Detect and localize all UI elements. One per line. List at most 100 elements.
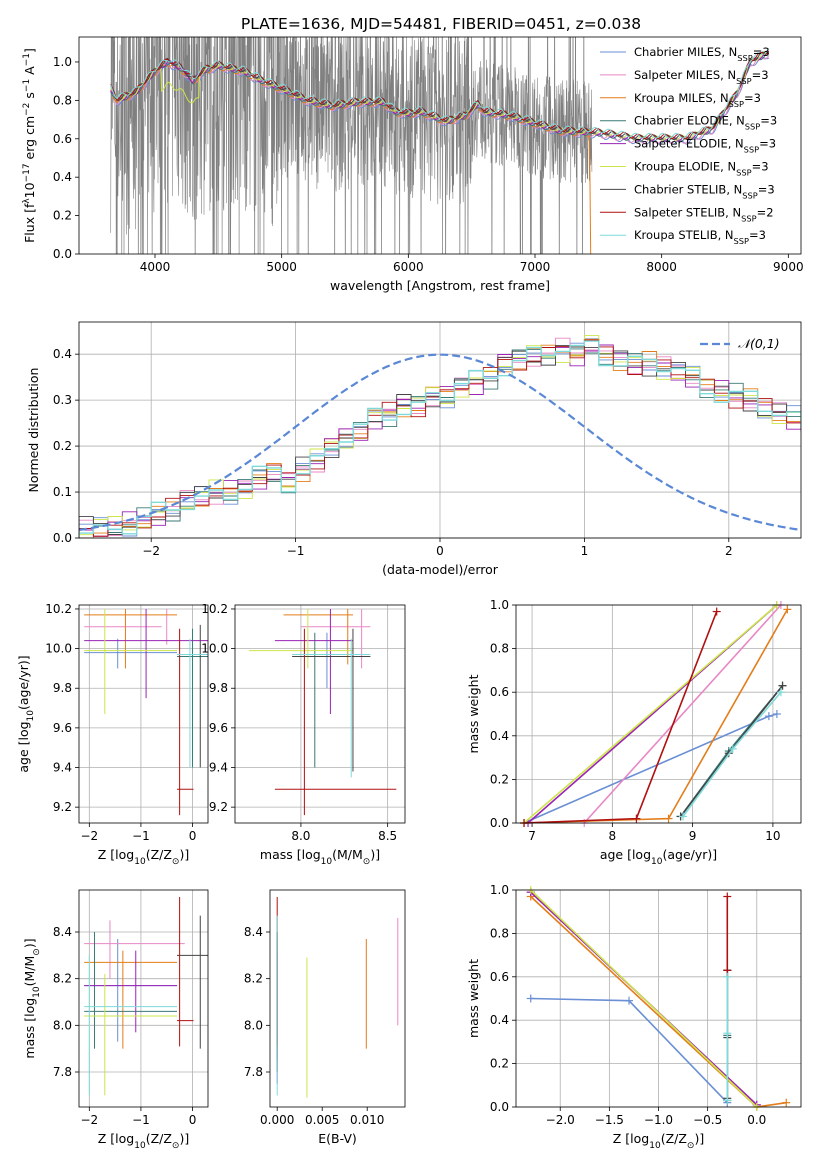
plus-marker: [526, 994, 535, 1003]
legend-entry: Kroupa STELIB, NSSP=3: [634, 228, 766, 246]
x-axis-label: Z [log10(Z/Z⊙)]: [98, 1131, 189, 1151]
y-tick-label: 0.2: [490, 1057, 509, 1071]
figure-title: PLATE=1636, MJD=54481, FIBERID=0451, z=0…: [241, 15, 641, 33]
errorbar-point: [84, 608, 178, 714]
x-tick-label: 1: [581, 544, 589, 558]
plus-marker: [678, 812, 687, 821]
legend-entry: Salpeter ELODIE, NSSP=3: [634, 137, 776, 155]
errorbar-point: [274, 628, 397, 816]
residuals-panel: −2 −1 0 1 2 0.0 0.1 0.2 0.3 0.4 (data-model)/error…: [26, 321, 802, 577]
x-tick-label: 7: [528, 829, 536, 843]
y-tick-label: 0.4: [490, 729, 509, 743]
x-tick-label: −1.0: [644, 1113, 673, 1127]
y-tick-label: 8.2: [53, 972, 72, 986]
x-tick-label: 8: [609, 829, 617, 843]
axes-frame: [234, 604, 406, 824]
x-tick-label: 0: [189, 829, 197, 843]
age-vs-Z-panel: −2 −1 0 9.2 9.4 9.6 9.8 10.0 10.2 Z [log10(Z/Z⊙)]…: [16, 602, 209, 867]
x-tick-label: −1: [132, 829, 150, 843]
x-tick-label: −2: [142, 544, 160, 558]
x-tick-label: 0.0: [747, 1113, 766, 1127]
y-tick-label: 9.4: [53, 761, 72, 775]
x-tick-label: 0.005: [305, 1113, 339, 1127]
legend-entry: Kroupa MILES, NSSP=3: [634, 91, 761, 109]
y-tick-label: 9.4: [209, 761, 228, 775]
x-tick-label: 8000: [646, 260, 677, 274]
weight-line: [523, 604, 778, 824]
y-axis-label: mass weight: [466, 959, 481, 1038]
plus-marker: [772, 710, 781, 718]
x-axis-label: wavelength [Angstrom, rest frame]: [330, 278, 550, 293]
legend-entry: Chabrier ELODIE, NSSP=3: [634, 114, 777, 132]
y-tick-label: 1.0: [53, 55, 72, 69]
errorbar-point: [84, 950, 178, 1033]
errorbar-point: [283, 608, 353, 665]
x-tick-label: −2: [80, 1113, 98, 1127]
axes-frame: [515, 889, 802, 1108]
errorbar-point: [84, 920, 185, 979]
errorbar-point: [84, 608, 208, 699]
residuals-plot: [79, 334, 801, 538]
y-tick-label: 0.0: [53, 247, 72, 261]
errorbar-point: [84, 608, 178, 669]
x-tick-label: 0: [189, 1113, 197, 1127]
histogram-kroupa-stelib: [79, 340, 801, 538]
x-tick-label: −2: [80, 829, 98, 843]
y-tick-label: 1.0: [490, 598, 509, 612]
errorbar-point: [274, 608, 353, 714]
x-tick-label: 7000: [520, 260, 551, 274]
x-tick-label: 4000: [140, 260, 171, 274]
plus-marker: [664, 814, 673, 823]
errorbar-point: [84, 950, 178, 1049]
y-axis-label: mass [log10(M/M⊙)]: [22, 938, 42, 1058]
x-tick-label: −2.0: [546, 1113, 575, 1127]
y-tick-label: 0.6: [490, 970, 509, 984]
age-vs-Z-plot: [84, 608, 208, 816]
errorbar-point: [177, 915, 208, 1049]
y-tick-label: 0.0: [490, 816, 509, 830]
y-tick-label: 0.8: [490, 642, 509, 656]
weight-line: [530, 889, 758, 1108]
axes-frame: [515, 604, 802, 824]
axes-frame: [78, 604, 209, 824]
errorbar-point: [84, 974, 178, 1096]
y-tick-label: 8.2: [244, 972, 263, 986]
observed-spectrum: [110, 37, 593, 254]
y-tick-label: 0.4: [53, 170, 72, 184]
weight-line: [523, 611, 718, 824]
spectrum-panel: 4000 5000 6000 7000 8000 9000 0.0 0.2 0.4 0.6 0.8 1…: [22, 36, 804, 293]
x-axis-label: E(B-V): [318, 1131, 357, 1146]
mass-vs-ebv-panel: 0.000 0.005 0.010 7.8 8.0 8.2 8.4 E(B-V): [244, 889, 406, 1146]
plus-marker: [778, 681, 787, 690]
massweight-vs-Z-plot: [526, 886, 791, 1111]
y-tick-label: 10.2: [45, 602, 72, 616]
x-tick-label: 2: [725, 544, 733, 558]
y-tick-label: 9.8: [53, 681, 72, 695]
y-tick-label: 0.2: [53, 439, 72, 453]
y-tick-label: 9.8: [209, 681, 228, 695]
x-tick-label: 0.000: [260, 1113, 294, 1127]
plus-marker: [776, 688, 785, 697]
y-tick-label: 8.4: [53, 925, 72, 939]
massweight-vs-age-panel: 7 8 9 10 0.0 0.2 0.4 0.6 0.8 1.0 age [log10(age/yr…: [466, 598, 802, 867]
axes-frame: [269, 889, 406, 1108]
y-tick-label: 8.0: [53, 1018, 72, 1032]
y-tick-label: 7.8: [53, 1065, 72, 1079]
massweight-vs-age-plot: [520, 601, 792, 827]
y-tick-label: 0.4: [53, 347, 72, 361]
x-tick-label: 8.0: [291, 829, 310, 843]
x-axis-label: mass [log10(M/M⊙)]: [260, 847, 380, 867]
y-axis-label: Normed distribution: [26, 368, 41, 493]
y-tick-label: 0.8: [53, 93, 72, 107]
legend-entry: Chabrier STELIB, NSSP=3: [634, 182, 775, 200]
errorbar-point: [84, 638, 178, 669]
y-tick-label: 0.3: [53, 393, 72, 407]
errorbar-point: [177, 628, 194, 816]
spectrum-legend: Chabrier MILES, NSSP=3 Salpeter MILES, NS…: [600, 45, 777, 246]
y-tick-label: 0.0: [53, 531, 72, 545]
y-tick-label: 0.1: [53, 485, 72, 499]
axes-frame: [78, 889, 209, 1108]
y-axis-label: age [log10(age/yr)]: [16, 655, 36, 772]
mass-vs-ebv-plot: [276, 897, 399, 1098]
